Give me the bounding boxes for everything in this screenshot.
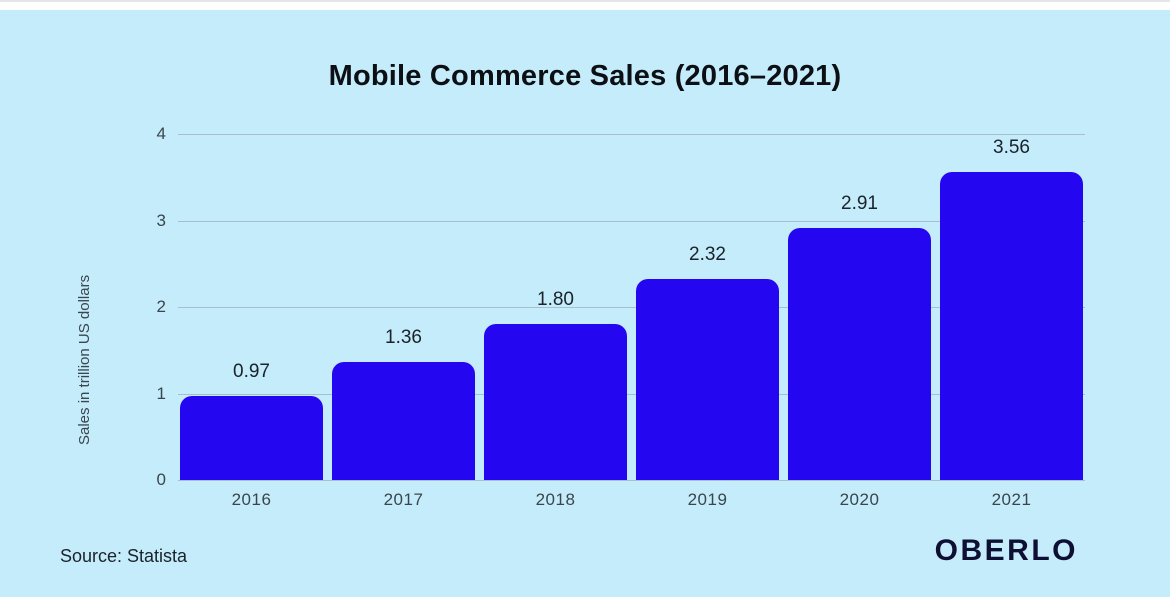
page-top-strip xyxy=(0,0,1170,10)
y-axis-label: Sales in trillion US dollars xyxy=(76,274,93,446)
bar-group-2018: 1.80 2018 xyxy=(484,134,627,509)
x-tick-label-2019: 2019 xyxy=(687,490,728,509)
bar-value-label-2021: 3.56 xyxy=(993,137,1030,159)
gridline-y1 xyxy=(178,393,1085,395)
bar-value-label-2018: 1.80 xyxy=(537,289,574,311)
chart-title: Mobile Commerce Sales (2016–2021) xyxy=(328,60,842,92)
bar-group-2019: 2.32 2019 xyxy=(636,134,779,509)
y-tick-label-2: 2 xyxy=(156,297,166,316)
gridline-y4 xyxy=(178,134,1085,135)
x-tick-label-2016: 2016 xyxy=(231,490,272,509)
y-tick-label-3: 3 xyxy=(156,210,166,230)
bar-2021 xyxy=(940,172,1083,480)
gridline-y3 xyxy=(178,220,1085,222)
bar-value-label-2016: 0.97 xyxy=(233,361,270,383)
gridline-y0 xyxy=(178,480,1085,481)
bars-container: 0.97 2016 1.36 2017 1.80 2018 2.32 2019 2.91 2020… xyxy=(178,134,1085,509)
gridline-y2 xyxy=(178,307,1085,308)
bar-value-label-2019: 2.32 xyxy=(689,244,726,266)
x-tick-label-2021: 2021 xyxy=(991,490,1032,509)
y-tick-label-1: 1 xyxy=(156,383,166,403)
bar-group-2016: 0.97 2016 xyxy=(180,134,323,509)
x-tick-label-2017: 2017 xyxy=(383,490,424,509)
bar-2017 xyxy=(332,362,475,480)
x-tick-label-2018: 2018 xyxy=(535,490,576,509)
bar-value-label-2020: 2.91 xyxy=(841,193,878,215)
y-tick-label-0: 0 xyxy=(156,470,166,489)
source-note: Source: Statista xyxy=(60,546,188,566)
chart-canvas: Mobile Commerce Sales (2016–2021) Sales … xyxy=(0,10,1170,597)
bar-2020 xyxy=(788,228,931,480)
oberlo-logo: OBERLO xyxy=(934,534,1078,567)
bar-value-label-2017: 1.36 xyxy=(385,327,422,349)
bar-2019 xyxy=(636,279,779,480)
x-tick-label-2020: 2020 xyxy=(839,490,880,509)
bar-group-2021: 3.56 2021 xyxy=(940,134,1083,509)
bar-2018 xyxy=(484,324,627,480)
plot-area: 0 1 2 3 4 0.97 2016 1.36 2017 1.80 2018 2.32 2019 2.9… xyxy=(157,124,1085,509)
y-tick-label-4: 4 xyxy=(156,124,166,143)
bar-2016 xyxy=(180,396,323,480)
bar-group-2017: 1.36 2017 xyxy=(332,134,475,509)
bar-group-2020: 2.91 2020 xyxy=(788,134,931,509)
